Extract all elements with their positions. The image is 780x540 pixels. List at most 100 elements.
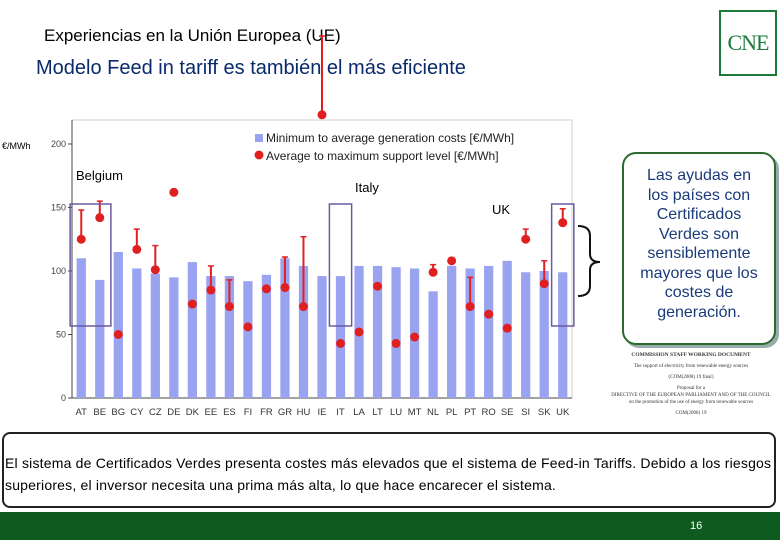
bracket — [577, 225, 601, 297]
support-point — [410, 332, 420, 342]
support-point — [150, 265, 160, 275]
bar — [428, 291, 438, 398]
x-tick-label: LU — [390, 407, 402, 418]
callout-box — [622, 152, 776, 345]
page-number: 16 — [690, 520, 703, 532]
x-tick-label: RO — [482, 407, 496, 418]
bar — [206, 276, 216, 398]
support-point — [317, 110, 327, 120]
x-tick-label: FR — [260, 407, 273, 418]
x-tick-label: IT — [336, 407, 345, 418]
doc-line: {COM(2008) 19 final} — [667, 375, 715, 380]
bar — [465, 268, 475, 398]
bar — [317, 276, 327, 398]
x-tick-label: CY — [130, 407, 144, 418]
country-annotation: Belgium — [76, 168, 123, 183]
x-tick-label: NL — [427, 407, 439, 418]
x-tick-label: BE — [93, 407, 106, 418]
bar — [150, 273, 160, 398]
x-tick-label: LA — [353, 407, 365, 418]
footer-bar — [0, 512, 780, 540]
support-point — [354, 327, 364, 337]
x-tick-label: UK — [556, 407, 570, 418]
y-tick-label: 100 — [51, 266, 66, 276]
x-tick-label: IE — [318, 407, 327, 418]
subtitle-bold: Modelo — [36, 57, 102, 79]
support-point — [224, 302, 234, 312]
bar — [484, 265, 494, 398]
doc-line: Proposal for a — [676, 386, 706, 391]
x-tick-label: MT — [408, 407, 422, 418]
callout-line: sensiblemente — [647, 245, 751, 262]
highlight-box — [550, 203, 575, 327]
bar — [224, 276, 235, 398]
bar — [391, 267, 401, 398]
doc-line: DIRECTIVE OF THE EUROPEAN PARLIAMENT AND… — [611, 393, 771, 398]
x-tick-label: ES — [223, 407, 236, 418]
support-point — [558, 218, 568, 228]
support-point — [261, 284, 271, 294]
bar — [187, 262, 197, 398]
y-tick-label: 50 — [56, 330, 66, 340]
callout-line: Verdes son — [658, 225, 740, 243]
doc-line: on the promotion of the use of energy fr… — [628, 400, 754, 405]
support-point — [521, 234, 531, 244]
callout-line: generación. — [657, 303, 741, 321]
bar — [76, 258, 86, 398]
x-tick-label: SK — [538, 407, 551, 418]
callout-line: mayores que los — [640, 264, 758, 282]
support-point — [132, 244, 142, 254]
support-point — [502, 323, 512, 333]
bar — [95, 279, 105, 398]
country-annotation: UK — [492, 202, 510, 217]
doc-line: The support of electricity from renewabl… — [633, 364, 749, 369]
support-point — [187, 299, 197, 309]
support-point — [169, 187, 179, 197]
x-tick-label: PL — [446, 407, 458, 418]
support-point — [280, 283, 290, 293]
support-point — [206, 285, 216, 295]
legend-label: Minimum to average generation costs [€/M… — [266, 131, 514, 145]
support-point — [465, 302, 475, 312]
x-tick-label: GR — [278, 407, 292, 418]
document-thumbnail: COMMISSION STAFF WORKING DOCUMENT The su… — [605, 352, 777, 428]
x-tick-label: CZ — [149, 407, 162, 418]
cne-logo: CNE — [719, 10, 777, 76]
x-tick-label: FI — [244, 407, 252, 418]
y-tick-label: 200 — [51, 139, 66, 149]
bar — [243, 281, 253, 398]
callout-line: los países con — [647, 186, 751, 204]
subtitle-rest: Feed in tariff es también el más eficien… — [101, 57, 466, 79]
support-point — [336, 338, 346, 348]
support-point — [447, 256, 457, 266]
x-tick-label: BG — [111, 407, 125, 418]
support-point — [391, 338, 401, 348]
support-point — [113, 330, 123, 339]
support-point — [373, 281, 383, 291]
bar — [521, 272, 531, 398]
bar — [261, 274, 272, 398]
doc-line: COMMISSION STAFF WORKING DOCUMENT — [631, 352, 751, 358]
x-tick-label: AT — [76, 407, 88, 418]
x-tick-label: SI — [521, 407, 530, 418]
legend-label: Average to maximum support level [€/MWh] — [266, 149, 499, 163]
callout-line: Las ayudas en — [646, 167, 752, 184]
logo-text: CNE — [727, 30, 770, 55]
x-tick-label: HU — [297, 407, 311, 418]
y-axis-label: €/MWh — [2, 141, 31, 151]
support-point — [95, 213, 105, 223]
chart-legend: Minimum to average generation costs [€/M… — [254, 131, 514, 163]
support-point — [76, 234, 86, 244]
slide-title: Experiencias en la Unión Europea (UE) — [44, 26, 341, 45]
bar — [298, 265, 309, 398]
x-tick-label: SE — [501, 407, 514, 418]
bar — [169, 277, 179, 398]
bar — [447, 265, 457, 398]
support-point — [539, 279, 549, 289]
callout-text: Las ayudas en los países con Certificado… — [622, 166, 776, 322]
country-annotation: Italy — [355, 180, 379, 195]
support-point — [243, 322, 253, 332]
bar — [558, 272, 568, 398]
legend-swatch-point — [254, 150, 264, 160]
